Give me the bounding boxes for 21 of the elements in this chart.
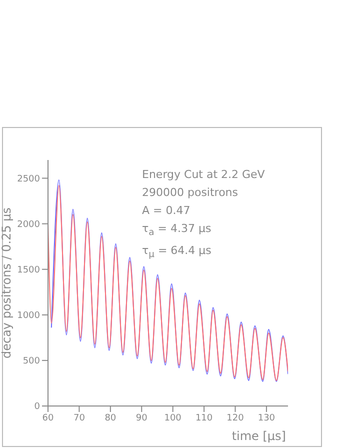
- x-tick-label: 90: [136, 413, 148, 424]
- annotation: A = 0.47: [142, 203, 192, 219]
- y-tick-label: 2500: [17, 174, 40, 184]
- y-tick-label: 0: [34, 402, 40, 412]
- x-tick-label: 130: [258, 413, 276, 424]
- y-axis-title: decay positrons / 0.25 μs: [0, 207, 14, 359]
- x-tick-label: 120: [226, 413, 244, 424]
- x-axis-title: time [μs]: [232, 429, 286, 443]
- annotation: τ$_{μ}$ = 64.4 μs: [142, 243, 212, 262]
- y-tick-label: 1000: [17, 311, 40, 322]
- annotation: τ$_{a}$ = 4.37 μs: [142, 221, 212, 240]
- annotation: 290000 positrons: [142, 185, 240, 201]
- y-tick-label: 1500: [17, 266, 40, 276]
- annotation: Energy Cut at 2.2 GeV: [142, 167, 265, 183]
- y-tick-label: 2000: [17, 220, 40, 230]
- x-tick-label: 60: [42, 413, 54, 424]
- y-tick-label: 500: [22, 356, 40, 367]
- x-tick-label: 80: [104, 413, 116, 424]
- x-tick-label: 100: [164, 413, 182, 424]
- x-tick-label: 70: [73, 413, 86, 424]
- x-tick-label: 110: [195, 413, 213, 424]
